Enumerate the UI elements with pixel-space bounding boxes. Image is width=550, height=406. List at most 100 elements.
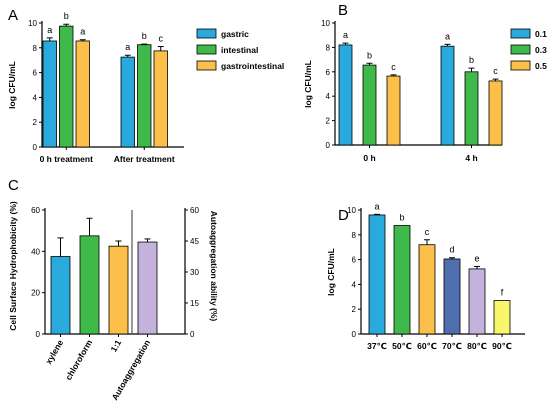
panel-a-legend-label: gastric xyxy=(221,29,249,39)
panel-c-y-tick-label: 0 xyxy=(36,330,41,339)
panel-d-category-label: 37℃ xyxy=(367,341,387,351)
panel-c-y-tick-label: 20 xyxy=(31,289,40,298)
panel-a-sig-label: a xyxy=(80,27,85,37)
panel-a-sig-label: b xyxy=(142,31,147,41)
panel-a-legend-swatch xyxy=(196,28,217,39)
panel-d-category-label: 80℃ xyxy=(467,341,487,351)
panel-d-bar xyxy=(393,225,411,335)
panel-c-y-right-title: Autoaggregation ability (%) xyxy=(209,211,219,322)
panel-c-bar xyxy=(137,241,158,335)
panel-d-y-tick-label: 10 xyxy=(347,206,356,215)
panel-b-y-tick-label: 10 xyxy=(321,19,330,28)
panel-d-y-tick-label: 2 xyxy=(352,305,357,314)
panel-b-y-tick-label: 8 xyxy=(326,43,331,52)
panel-b-sig-label: b xyxy=(469,55,474,65)
panel-a-sig-label: c xyxy=(159,34,164,44)
panel-a-bar xyxy=(75,40,90,148)
panel-a-category-label: After treatment xyxy=(114,154,175,164)
panel-a-category-label: 0 h treatment xyxy=(40,154,94,164)
panel-d-sig-label: e xyxy=(474,253,479,263)
panel-b-legend-label: 0.1 xyxy=(535,29,547,39)
panel-c-y-tick-label: 60 xyxy=(31,206,40,215)
panel-b-y-tick-label: 0 xyxy=(326,141,331,150)
panel-b-legend-label: 0.5 xyxy=(535,61,547,71)
panel-c-y-right-tick-label: 60 xyxy=(190,206,199,215)
panel-c-bar xyxy=(50,256,71,335)
panel-b-legend-swatch xyxy=(510,28,531,39)
panel-b-category-label: 0 h xyxy=(363,153,375,163)
panel-a-y-tick-label: 10 xyxy=(28,19,37,28)
panel-c-category-label: xylene xyxy=(43,338,65,366)
panel-a-sig-label: b xyxy=(64,11,69,21)
panel-b-legend-swatch xyxy=(510,44,531,55)
panel-d-bar xyxy=(468,268,486,335)
panel-b-bar xyxy=(488,80,503,146)
panel-a-y-tick-label: 8 xyxy=(33,44,38,53)
panel-b-y-tick-label: 2 xyxy=(326,117,331,126)
panel-a-y-tick-label: 4 xyxy=(33,93,38,102)
panel-c-y-right-tick-label: 15 xyxy=(190,299,199,308)
panel-b-bar xyxy=(464,71,479,146)
panel-b-bar xyxy=(362,64,377,146)
panel-b-sig-label: a xyxy=(445,31,450,41)
panel-a-y-tick-label: 0 xyxy=(33,143,38,152)
panel-b-sig-label: a xyxy=(343,30,348,40)
panel-c-bar xyxy=(79,235,100,335)
panel-d-sig-label: a xyxy=(374,201,379,211)
panel-b-sig-label: c xyxy=(493,66,498,76)
panel-d-category-label: 60℃ xyxy=(417,341,437,351)
panel-a-legend-swatch xyxy=(196,44,217,55)
panel-d-bar xyxy=(493,300,511,335)
panel-c-category-label: 1:1 xyxy=(108,338,123,354)
panel-c-y-right-tick-label: 0 xyxy=(190,330,195,339)
panel-c-letter: C xyxy=(8,177,19,194)
panel-b-y-title: log CFU/mL xyxy=(303,60,313,108)
panel-b-y-tick-label: 6 xyxy=(326,68,331,77)
panel-c-category-label: chloroform xyxy=(63,338,94,382)
panel-b-bar xyxy=(440,45,455,146)
panel-a-y-tick-label: 6 xyxy=(33,69,38,78)
panel-d-y-tick-label: 4 xyxy=(352,280,357,289)
panel-b-bar xyxy=(386,75,401,146)
panel-b-category-label: 4 h xyxy=(465,153,477,163)
panel-c-y-right-tick-label: 30 xyxy=(190,268,199,277)
panel-d-sig-label: c xyxy=(425,227,430,237)
panel-a-bar xyxy=(42,40,57,148)
panel-a-sig-label: a xyxy=(125,42,130,52)
panel-d-y-title: log CFU/mL xyxy=(326,248,336,296)
panel-a-bar xyxy=(153,50,168,148)
panel-d-bar xyxy=(443,258,461,335)
panel-d-bar xyxy=(368,214,386,335)
panel-b-sig-label: b xyxy=(367,50,372,60)
panel-b-legend-swatch xyxy=(510,60,531,71)
panel-b-bar xyxy=(338,44,353,146)
panel-a-y-tick-label: 2 xyxy=(33,118,38,127)
panel-d-category-label: 90℃ xyxy=(492,341,512,351)
panel-a-bar xyxy=(137,44,152,148)
panel-d-y-tick-label: 8 xyxy=(352,231,357,240)
panel-d-sig-label: b xyxy=(399,213,404,223)
panel-a-legend-label: gastrointestinal xyxy=(221,61,284,71)
panel-b-letter: B xyxy=(338,2,348,19)
panel-d-y-tick-label: 0 xyxy=(352,330,357,339)
panel-a-y-title: log CFU/mL xyxy=(7,61,17,109)
panel-d-letter: D xyxy=(338,207,349,224)
panel-a-bar xyxy=(120,56,135,148)
panel-d-y-tick-label: 6 xyxy=(352,256,357,265)
panel-b-y-tick-label: 4 xyxy=(326,92,331,101)
panel-d-bar xyxy=(418,244,436,335)
panel-b-legend-label: 0.3 xyxy=(535,45,547,55)
panel-c-y-title: Cell Surface Hydrophobicity (%) xyxy=(8,201,18,331)
panel-d-sig-label: d xyxy=(449,245,454,255)
panel-c-bar xyxy=(108,245,129,335)
panel-a-legend-label: intestinal xyxy=(221,45,258,55)
panel-d-sig-label: f xyxy=(501,288,504,298)
panel-a-legend-swatch xyxy=(196,60,217,71)
panel-d-category-label: 70℃ xyxy=(442,341,462,351)
panel-c-y-tick-label: 40 xyxy=(31,247,40,256)
panel-d-category-label: 50℃ xyxy=(392,341,412,351)
panel-c-y-right-tick-label: 45 xyxy=(190,237,199,246)
panel-a-letter: A xyxy=(8,7,18,24)
panel-b-sig-label: c xyxy=(391,62,396,72)
